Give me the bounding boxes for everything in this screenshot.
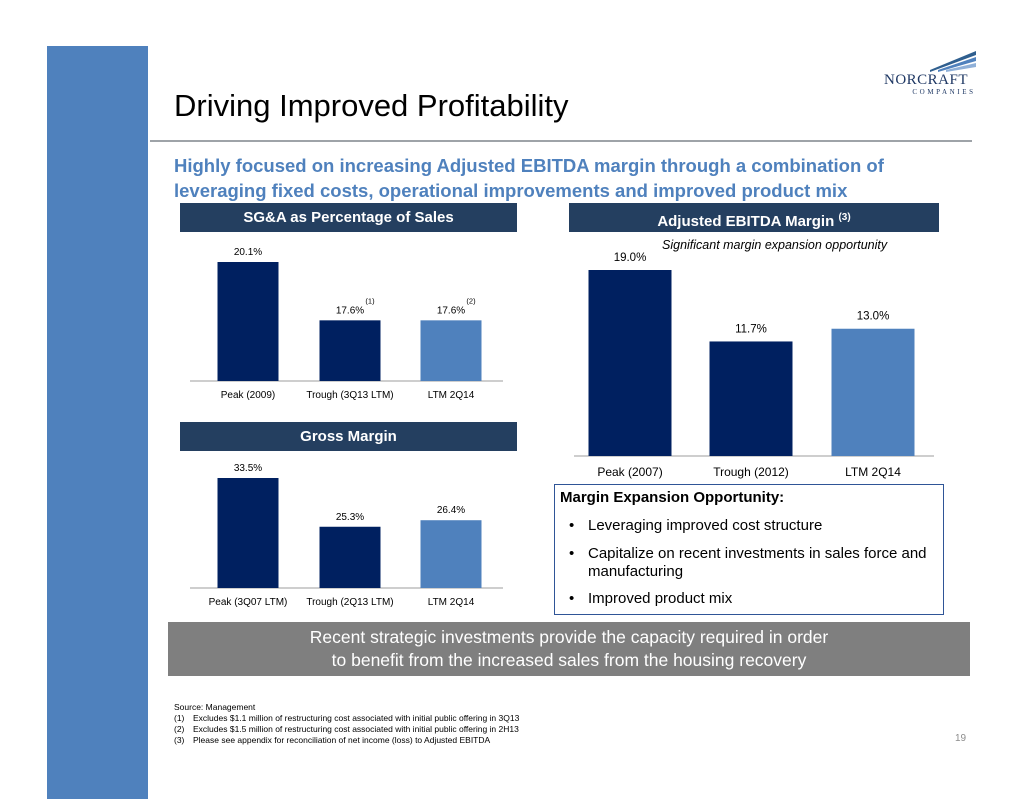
bar — [217, 262, 279, 381]
banner-line-1: Recent strategic investments provide the… — [309, 627, 829, 647]
data-label: 33.5% — [234, 463, 262, 474]
data-label: 26.4% — [437, 505, 465, 516]
opportunity-box — [554, 484, 944, 615]
ebitda-chart-svg: 19.0% Peak (2007) 11.7% Trough (2012) 13.0% L… — [574, 252, 934, 479]
category-label: LTM 2Q14 — [428, 390, 475, 401]
category-label: Peak (2007) — [597, 465, 662, 479]
bar — [319, 320, 381, 381]
logo-name: NORCRAFT — [884, 72, 968, 88]
page-number: 19 — [955, 733, 967, 744]
footnote-1: (1) Excludes $1.1 million of restructurin… — [174, 713, 519, 724]
category-label: Peak (3Q07 LTM) — [209, 597, 288, 608]
gross-margin-chart-svg: 33.5% Peak (3Q07 LTM) 25.3% Trough (2Q13 LT… — [190, 463, 503, 608]
data-label: 11.7% — [735, 323, 767, 335]
banner-line-2: to benefit from the increased sales from… — [331, 650, 807, 670]
footnote-2: (2) Excludes $1.5 million of restructurin… — [174, 724, 519, 735]
bar — [319, 526, 381, 588]
footnote-text: Please see appendix for reconciliation o… — [193, 735, 491, 745]
footnotes: Source: Management (1) Excludes $1.1 mill… — [174, 702, 519, 746]
ebitda-annotation: Significant margin expansion opportunity — [662, 238, 888, 252]
title-divider — [150, 140, 972, 142]
data-label: 13.0% — [857, 311, 890, 323]
data-label: 17.6% — [336, 305, 364, 316]
gm-panel-header: Gross Margin — [180, 422, 517, 451]
footnote-marker: (2) — [466, 296, 476, 305]
data-label: 25.3% — [336, 512, 364, 523]
sga-chart: 20.1% Peak (2009) 17.6% (1) Trough (3Q13 LTM… — [180, 240, 517, 410]
gm-panel-title: Gross Margin — [300, 428, 397, 445]
category-label: Trough (2Q13 LTM) — [306, 597, 393, 608]
sga-chart-svg: 20.1%Peak (2009)17.6%(1)Trough (3Q13 LTM… — [190, 247, 503, 401]
opportunity-item-text: Improved product mix — [588, 590, 733, 607]
footnote-mark: (3) — [174, 735, 185, 745]
opportunity-item-text: Leveraging improved cost structure — [588, 517, 823, 534]
ebitda-panel-footnote-mark: (3) — [838, 212, 851, 223]
gross-margin-chart: 33.5% Peak (3Q07 LTM) 25.3% Trough (2Q13 LT… — [180, 458, 517, 618]
category-label: Trough (3Q13 LTM) — [306, 390, 393, 401]
logo-tagline: COMPANIES — [912, 88, 975, 96]
subtitle-line-2: leveraging fixed costs, operational impr… — [174, 180, 848, 201]
category-label: Peak (2009) — [221, 390, 275, 401]
category-label: LTM 2Q14 — [845, 465, 901, 479]
bar — [831, 328, 915, 456]
data-label: 19.0% — [614, 252, 647, 264]
ebitda-chart: 19.0% Peak (2007) 11.7% Trough (2012) 13.0% L… — [569, 240, 939, 485]
source-note: Source: Management — [174, 702, 256, 712]
bullet-icon: • — [569, 590, 575, 607]
opportunity-title: Margin Expansion Opportunity: — [560, 489, 785, 506]
sidebar-accent — [47, 46, 148, 799]
bar — [420, 320, 482, 381]
ebitda-panel-header: Adjusted EBITDA Margin (3) — [569, 203, 939, 232]
category-label: LTM 2Q14 — [428, 597, 475, 608]
opportunity-item-text: Capitalize on recent investments in sale… — [588, 545, 927, 580]
footnote-3: (3) Please see appendix for reconciliatio… — [174, 735, 519, 746]
page-title: Driving Improved Profitability — [174, 88, 569, 123]
footnote-text: Excludes $1.1 million of restructuring c… — [193, 713, 520, 723]
subtitle-line-1: Highly focused on increasing Adjusted EB… — [174, 155, 884, 176]
sga-panel-title: SG&A as Percentage of Sales — [243, 209, 454, 226]
bar — [709, 341, 793, 456]
company-logo: NORCRAFT COMPANIES — [872, 48, 980, 98]
bullet-icon: • — [569, 545, 575, 562]
sga-panel-header: SG&A as Percentage of Sales — [180, 203, 517, 232]
footnote-mark: (2) — [174, 724, 185, 734]
summary-banner: Recent strategic investments provide the… — [168, 622, 970, 676]
data-label: 20.1% — [234, 247, 262, 258]
bar — [217, 478, 279, 588]
bar — [420, 520, 482, 588]
bullet-icon: • — [569, 517, 575, 534]
footnote-mark: (1) — [174, 713, 185, 723]
footnote-marker: (1) — [365, 296, 375, 305]
ebitda-panel-title: Adjusted EBITDA Margin — [657, 213, 835, 230]
page-subtitle: Highly focused on increasing Adjusted EB… — [174, 153, 934, 203]
footnote-text: Excludes $1.5 million of restructuring c… — [193, 724, 519, 734]
logo-mark-icon: NORCRAFT COMPANIES — [884, 51, 976, 96]
bar — [588, 270, 672, 456]
data-label: 17.6% — [437, 305, 465, 316]
category-label: Trough (2012) — [713, 465, 789, 479]
